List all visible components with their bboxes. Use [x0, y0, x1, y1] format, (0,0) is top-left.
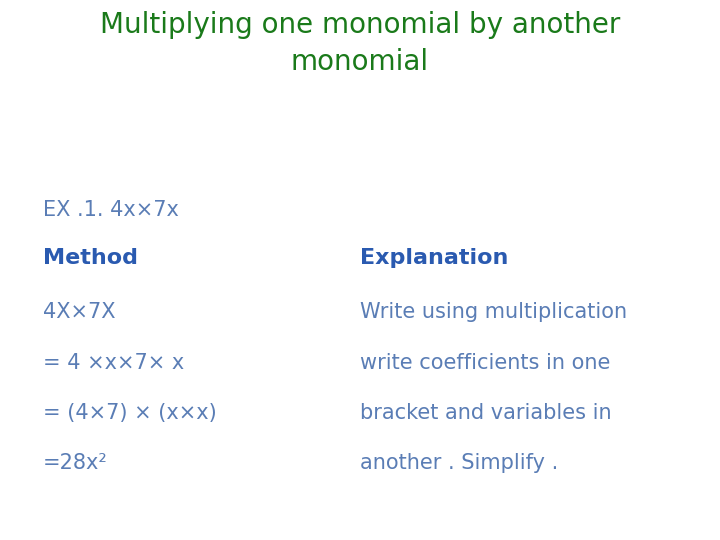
Text: Write using multiplication: Write using multiplication: [360, 302, 627, 322]
Text: =28x²: =28x²: [43, 453, 108, 473]
Text: Method: Method: [43, 248, 138, 268]
Text: = (4×7) × (x×x): = (4×7) × (x×x): [43, 403, 217, 423]
Text: 4X×7X: 4X×7X: [43, 302, 116, 322]
Text: EX .1. 4x×7x: EX .1. 4x×7x: [43, 200, 179, 220]
Text: = 4 ×x×7× x: = 4 ×x×7× x: [43, 353, 184, 373]
Text: Multiplying one monomial by another
monomial: Multiplying one monomial by another mono…: [100, 11, 620, 76]
Text: write coefficients in one: write coefficients in one: [360, 353, 611, 373]
Text: another . Simplify .: another . Simplify .: [360, 453, 558, 473]
Text: Explanation: Explanation: [360, 248, 508, 268]
Text: bracket and variables in: bracket and variables in: [360, 403, 611, 423]
